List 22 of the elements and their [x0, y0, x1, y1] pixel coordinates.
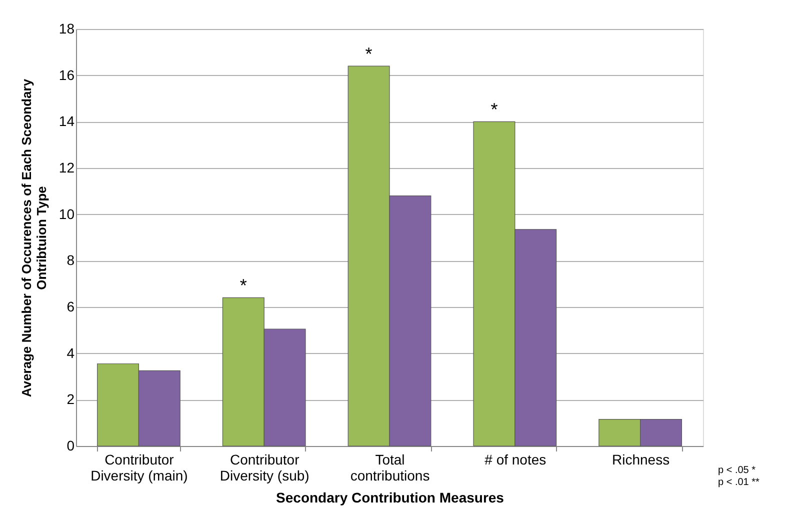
- y-tick-label: 18: [58, 20, 75, 36]
- y-tick-label: 16: [58, 66, 75, 83]
- y-axis-title: Average Number of Occurences of Each Sceondary Ontribtuion Type: [18, 78, 49, 398]
- y-tick-label: 0: [66, 438, 75, 454]
- y-tick-label: 2: [66, 391, 75, 408]
- y-tick-label: 4: [66, 344, 75, 361]
- y-tick-label: 12: [58, 160, 75, 176]
- y-tick-label: 8: [66, 252, 75, 268]
- x-tick-label: Total contributions: [350, 452, 430, 484]
- x-axis-title: Secondary Contribution Measures: [276, 490, 504, 506]
- text: p < .05 *: [718, 465, 756, 476]
- y-tick-label: 14: [58, 113, 75, 130]
- annotation: *: [365, 44, 372, 64]
- annotation: *: [240, 276, 247, 296]
- y-tick-label: 6: [66, 298, 75, 314]
- text: p < .01 **: [718, 477, 760, 488]
- x-tick-label: Richness: [612, 452, 670, 468]
- x-tick-label: Contributor Diversity (sub): [220, 452, 310, 484]
- y-tick-label: 10: [58, 206, 75, 222]
- x-tick-label: Contributor Diversity (main): [90, 452, 188, 484]
- x-tick-label: # of notes: [484, 452, 546, 468]
- annotation: *: [490, 100, 498, 120]
